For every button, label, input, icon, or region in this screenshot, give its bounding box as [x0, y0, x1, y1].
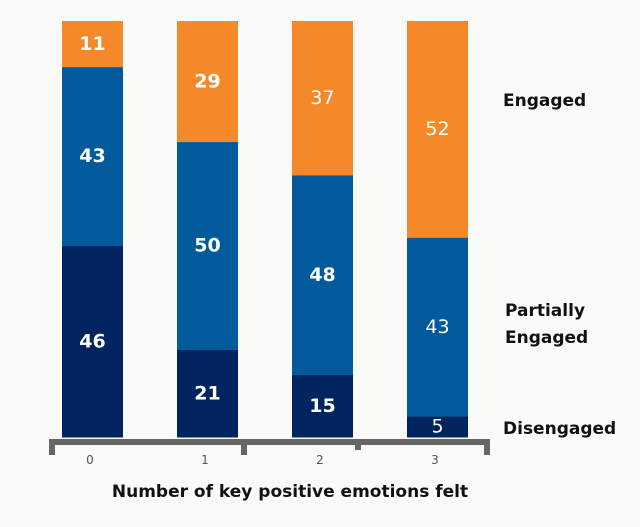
- data-label: 52: [425, 118, 449, 140]
- legend-partially-engaged: Engaged: [505, 328, 588, 348]
- bar-segment-disengaged-3: [407, 416, 468, 438]
- legend-disengaged: Disengaged: [503, 419, 616, 439]
- data-label: 48: [309, 264, 335, 286]
- legend-partially: Partially: [505, 301, 585, 321]
- bar-segment-partially-engaged-2: [292, 174, 353, 376]
- x-ticks: 0 1 2 3: [86, 453, 439, 467]
- x-tick-label: 0: [86, 453, 94, 467]
- data-label: 43: [79, 145, 105, 167]
- bar-segment-partially-engaged-0: [62, 66, 123, 247]
- bar-segment-engaged-0: [62, 21, 123, 68]
- x-tick-label: 1: [201, 453, 209, 467]
- data-label: 21: [194, 382, 220, 404]
- bars: 46 43 11 21 50 29 15 48 37 5 43 52: [62, 21, 468, 438]
- bar-segment-disengaged-2: [292, 374, 353, 438]
- bar-segment-engaged-1: [177, 21, 238, 143]
- data-label: 29: [194, 70, 220, 92]
- data-label: 43: [425, 316, 449, 338]
- x-axis: [49, 439, 490, 455]
- data-label: 15: [309, 395, 335, 417]
- data-label: 37: [310, 87, 334, 109]
- x-tick-label: 3: [431, 453, 439, 467]
- data-label: 5: [431, 416, 443, 438]
- bar-segment-disengaged-1: [177, 349, 238, 438]
- data-label: 50: [194, 235, 220, 257]
- x-axis-bracket: [49, 439, 490, 455]
- data-label: 46: [79, 330, 105, 352]
- x-axis-label: Number of key positive emotions felt: [112, 482, 468, 502]
- bar-segment-engaged-3: [407, 21, 468, 238]
- data-label: 11: [79, 33, 105, 55]
- bar-segment-partially-engaged-3: [407, 237, 468, 417]
- bar-segment-partially-engaged-1: [177, 141, 238, 351]
- bar-segment-disengaged-0: [62, 245, 123, 438]
- legend-engaged: Engaged: [503, 91, 586, 111]
- x-tick-label: 2: [316, 453, 324, 467]
- bar-segment-engaged-2: [292, 21, 353, 176]
